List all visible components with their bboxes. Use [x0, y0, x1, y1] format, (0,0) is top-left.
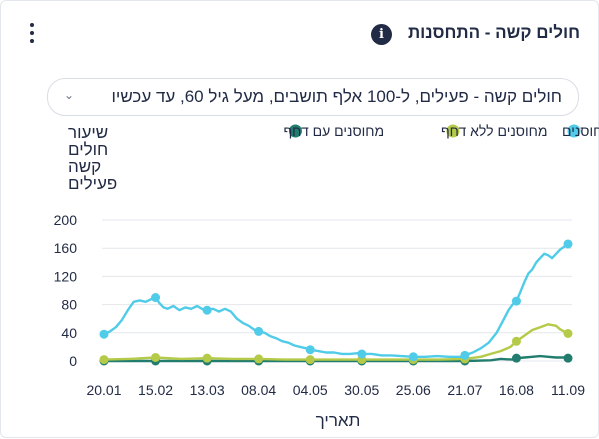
data-point	[305, 355, 315, 365]
y-axis-title-line: קשה	[68, 157, 101, 176]
legend-marker	[446, 124, 460, 138]
data-point	[408, 352, 418, 362]
legend-marker	[288, 124, 302, 138]
x-tick-label: 30.05	[344, 382, 379, 398]
legend-marker	[567, 124, 581, 138]
y-tick-label: 160	[54, 240, 78, 256]
metric-select[interactable]: ⌄ חולים קשה - פעילים, ל-100 אלף תושבים, …	[47, 78, 579, 116]
y-tick-label: 80	[61, 297, 77, 313]
x-axis-title: תאריך	[316, 411, 361, 430]
data-point	[563, 353, 573, 363]
series-line	[102, 242, 570, 358]
x-tick-label: 15.02	[138, 382, 173, 398]
data-point	[254, 326, 264, 336]
y-axis-title-line: שיעור	[68, 123, 108, 142]
x-tick-label: 13.03	[190, 382, 225, 398]
data-point	[202, 305, 212, 315]
x-tick-label: 16.08	[499, 382, 534, 398]
x-tick-label: 20.01	[86, 382, 121, 398]
data-point	[202, 353, 212, 363]
chevron-down-icon: ⌄	[64, 88, 75, 102]
card-title: חולים קשה - התחסנות	[407, 23, 580, 42]
metric-select-value: חולים קשה - פעילים, ל-100 אלף תושבים, מע…	[111, 87, 563, 106]
y-tick-label: 0	[69, 353, 77, 369]
data-point	[151, 293, 161, 303]
data-point	[511, 353, 521, 363]
data-point	[99, 329, 109, 339]
data-point	[254, 354, 264, 364]
kebab-dot	[30, 31, 34, 35]
info-icon[interactable]: i	[371, 24, 392, 45]
legend-label: מחוסנים ללא דחף	[441, 123, 548, 139]
x-tick-label: 04.05	[293, 382, 328, 398]
legend-label: מחוסנים עם דחף	[283, 123, 384, 139]
legend-label: לא מחוסנים	[562, 123, 599, 139]
data-point	[460, 350, 470, 360]
kebab-dot	[30, 23, 34, 27]
data-point	[99, 355, 109, 365]
x-tick-label: 11.09	[551, 382, 585, 398]
y-tick-label: 120	[54, 268, 78, 284]
data-point	[563, 329, 573, 339]
data-point	[563, 239, 573, 249]
x-tick-label: 08.04	[241, 382, 276, 398]
y-tick-label: 40	[61, 325, 77, 341]
x-tick-label: 21.07	[447, 382, 482, 398]
data-point	[151, 352, 161, 362]
data-point	[305, 345, 315, 355]
data-point	[357, 349, 367, 359]
series-line	[102, 323, 570, 361]
x-tick-label: 25.06	[396, 382, 431, 398]
data-point	[511, 336, 521, 346]
kebab-menu-icon[interactable]	[25, 23, 39, 43]
y-axis-title-line: פעילים	[68, 174, 117, 193]
data-point	[511, 296, 521, 306]
y-axis-title-line: חולים	[68, 140, 108, 159]
y-tick-label: 200	[54, 212, 78, 228]
kebab-dot	[30, 39, 34, 43]
